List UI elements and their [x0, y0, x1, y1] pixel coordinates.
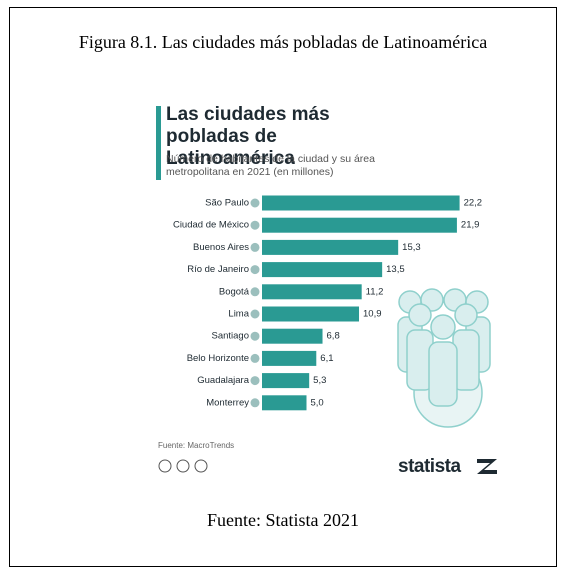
- bar: [262, 262, 382, 277]
- brand: statista: [398, 456, 461, 478]
- category-label: São Paulo: [205, 198, 249, 209]
- category-label: Guadalajara: [197, 375, 249, 386]
- value-label: 6,8: [327, 331, 340, 342]
- category-label: Río de Janeiro: [187, 264, 249, 275]
- flag-icon: [250, 398, 260, 408]
- bar: [262, 373, 309, 388]
- value-label: 11,2: [366, 286, 384, 297]
- bar: [262, 307, 359, 322]
- chart: São Paulo 22,2 Ciudad de México 21,9 Buenos …: [0, 0, 567, 554]
- flag-icon: [250, 265, 260, 275]
- value-label: 22,2: [464, 198, 483, 209]
- category-label: Santiago: [211, 331, 249, 342]
- bar: [262, 351, 316, 366]
- flag-icon: [250, 198, 260, 208]
- flag-icon: [250, 353, 260, 363]
- license-icons: [159, 460, 207, 472]
- flag-icon: [250, 242, 260, 252]
- category-label: Ciudad de México: [173, 220, 249, 231]
- value-label: 21,9: [461, 220, 480, 231]
- category-label: Monterrey: [206, 397, 249, 408]
- people-icon: [398, 289, 490, 427]
- brand-logo: [477, 459, 497, 474]
- value-label: 6,1: [320, 353, 333, 364]
- chart-source: Fuente: MacroTrends: [158, 441, 234, 450]
- flag-icon: [250, 287, 260, 297]
- category-label: Belo Horizonte: [187, 353, 249, 364]
- bar: [262, 329, 323, 344]
- bar: [262, 284, 362, 299]
- category-label: Bogotá: [219, 286, 250, 297]
- flag-icon: [250, 376, 260, 386]
- flag-icon: [250, 220, 260, 230]
- flag-icon: [250, 331, 260, 341]
- value-label: 15,3: [402, 242, 421, 253]
- flag-icon: [250, 309, 260, 319]
- value-label: 13,5: [386, 264, 405, 275]
- figure-source: Fuente: Statista 2021: [9, 510, 557, 531]
- page: Figura 8.1. Las ciudades más pobladas de…: [0, 0, 567, 554]
- value-label: 5,0: [311, 397, 324, 408]
- bar: [262, 395, 307, 410]
- bar: [262, 240, 398, 255]
- value-label: 10,9: [363, 309, 382, 320]
- category-label: Buenos Aires: [193, 242, 249, 253]
- value-label: 5,3: [313, 375, 326, 386]
- category-label: Lima: [228, 309, 249, 320]
- bar: [262, 218, 457, 233]
- bar: [262, 196, 460, 211]
